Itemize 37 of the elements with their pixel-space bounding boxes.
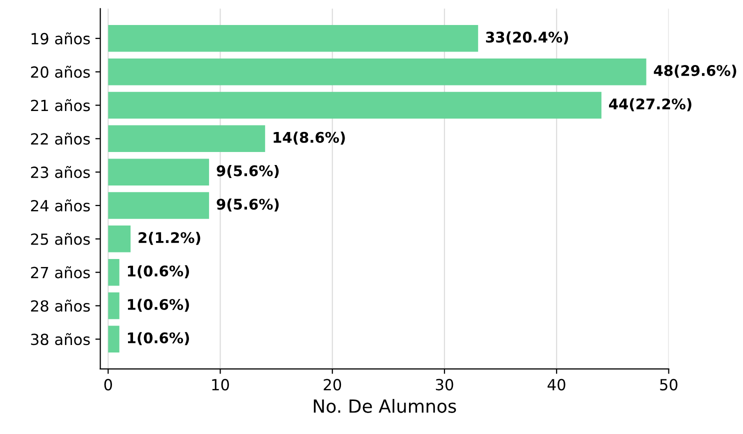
bar — [108, 158, 210, 186]
bar — [108, 92, 602, 119]
y-tick-label: 25 años — [31, 232, 90, 245]
x-tick-label: 0 — [104, 378, 112, 390]
y-tick-label: 20 años — [31, 66, 90, 78]
y-tick-label: 28 años — [31, 300, 90, 312]
y-tick-label: 19 años — [32, 32, 90, 44]
bar — [108, 192, 210, 219]
y-tick-label: 21 años — [31, 99, 90, 112]
x-tick-label: 30 — [436, 378, 454, 390]
data-label: 44(27.2%) — [609, 98, 692, 112]
y-tick-label: 24 años — [31, 199, 90, 212]
bar — [108, 226, 131, 252]
x-tick-label: 50 — [660, 378, 678, 390]
bar — [108, 58, 646, 86]
x-tick-label: 10 — [212, 378, 229, 390]
bar — [108, 258, 120, 286]
data-label: 14(8.6%) — [274, 132, 345, 145]
data-label: 9(5.6%) — [216, 198, 279, 212]
bar — [108, 326, 120, 353]
y-tick-label: 22 años — [31, 132, 90, 145]
y-tick-label: 38 años — [31, 333, 90, 346]
bar — [108, 125, 266, 152]
x-tick-label: 40 — [548, 378, 566, 390]
data-label: 33(20.4%) — [486, 31, 568, 44]
bar — [108, 25, 478, 52]
data-label: 9(5.6%) — [216, 165, 279, 178]
data-label: 1(0.6%) — [128, 332, 189, 346]
data-label: 1(0.6%) — [128, 265, 189, 278]
bar — [108, 292, 120, 320]
x-tick-label: 20 — [324, 378, 342, 390]
data-label: 2(1.2%) — [138, 232, 200, 245]
data-label: 48(29.6%) — [654, 64, 736, 78]
y-tick-label: 27 años — [31, 266, 90, 278]
y-tick-label: 23 años — [31, 166, 90, 178]
x-axis-title: No. De Alumnos — [314, 398, 456, 413]
data-label: 1(0.6%) — [128, 298, 189, 312]
